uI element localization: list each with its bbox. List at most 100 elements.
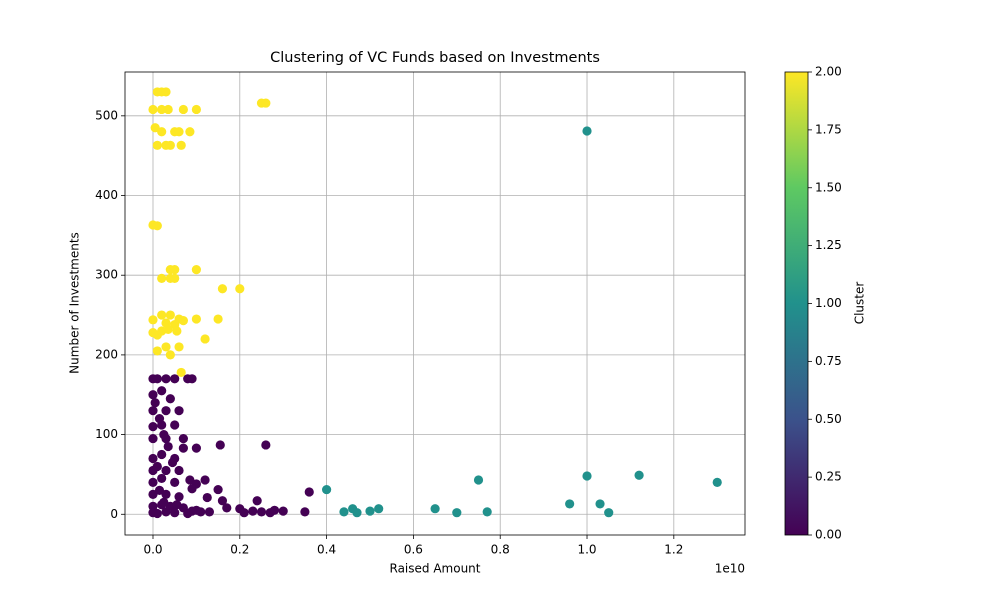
y-tick-label: 500 xyxy=(95,108,118,122)
point xyxy=(187,506,197,516)
point xyxy=(482,507,492,517)
x-axis-label: Raised Amount xyxy=(390,562,481,576)
colorbar-tick-label: 0.50 xyxy=(815,412,842,426)
point xyxy=(178,316,188,326)
x-tick-label: 1.2 xyxy=(664,543,683,557)
point xyxy=(174,406,184,416)
point xyxy=(261,98,271,108)
point xyxy=(148,104,158,115)
point xyxy=(174,465,184,476)
x-tick-label: 0.2 xyxy=(230,543,249,557)
point xyxy=(248,506,258,516)
point xyxy=(159,497,169,507)
point xyxy=(174,127,184,137)
point xyxy=(161,406,171,416)
point xyxy=(191,104,201,115)
point xyxy=(269,505,280,515)
point xyxy=(174,492,184,502)
point xyxy=(217,284,228,294)
point xyxy=(157,127,167,137)
point xyxy=(278,506,288,516)
colorbar-tick-label: 1.25 xyxy=(815,238,842,252)
point xyxy=(157,449,167,460)
point xyxy=(204,507,215,517)
point xyxy=(148,315,158,325)
point xyxy=(154,414,165,424)
point xyxy=(252,496,262,506)
colorbar-tick-label: 1.75 xyxy=(815,122,842,136)
x-tick-label: 1.0 xyxy=(577,543,596,557)
point xyxy=(200,475,210,485)
point xyxy=(148,501,158,511)
point xyxy=(202,492,212,503)
point xyxy=(565,499,575,509)
point xyxy=(152,508,162,519)
point xyxy=(452,508,462,518)
point xyxy=(152,140,162,150)
colorbar-tick-label: 0.75 xyxy=(815,354,842,368)
point xyxy=(167,457,178,468)
point xyxy=(176,140,186,150)
point xyxy=(148,422,158,432)
point xyxy=(191,314,201,324)
point xyxy=(374,504,384,514)
point xyxy=(304,487,314,497)
point xyxy=(191,443,201,453)
point xyxy=(165,140,175,150)
colorbar-tick-label: 0.25 xyxy=(815,470,842,484)
point xyxy=(261,440,271,450)
y-tick-label: 0 xyxy=(110,507,118,521)
point xyxy=(154,485,165,495)
point xyxy=(213,484,223,495)
point xyxy=(161,87,171,97)
point xyxy=(239,508,249,518)
point xyxy=(300,507,310,517)
point xyxy=(170,273,180,283)
point xyxy=(339,507,349,517)
point xyxy=(165,350,175,360)
point xyxy=(157,386,167,396)
point xyxy=(152,221,162,231)
chart-title: Clustering of VC Funds based on Investme… xyxy=(270,50,600,66)
point xyxy=(159,429,169,440)
point xyxy=(191,265,201,275)
point xyxy=(157,273,167,283)
point xyxy=(213,314,223,324)
point xyxy=(174,342,184,352)
point xyxy=(712,477,722,488)
point xyxy=(170,374,180,384)
y-tick-label: 100 xyxy=(95,427,118,441)
point xyxy=(365,506,375,516)
point xyxy=(170,420,180,430)
point xyxy=(163,324,173,334)
y-tick-label: 300 xyxy=(95,268,118,282)
x-tick-label: 0.8 xyxy=(491,543,510,557)
point xyxy=(161,507,171,517)
point xyxy=(176,367,186,378)
point xyxy=(170,477,180,488)
point xyxy=(148,406,158,416)
point xyxy=(172,500,182,510)
point xyxy=(161,342,171,352)
point xyxy=(157,310,167,320)
point xyxy=(178,433,188,444)
point xyxy=(187,374,197,384)
point xyxy=(152,461,162,472)
point xyxy=(473,475,484,485)
point xyxy=(604,508,614,518)
point xyxy=(161,465,171,476)
point xyxy=(165,394,175,404)
point xyxy=(161,374,171,384)
y-tick-label: 400 xyxy=(95,188,118,202)
point xyxy=(170,265,180,275)
point xyxy=(178,443,188,453)
point xyxy=(150,398,160,408)
point xyxy=(170,508,180,518)
y-axis-label: Number of Investments xyxy=(68,232,82,374)
point xyxy=(152,346,162,356)
point xyxy=(582,126,592,136)
point xyxy=(430,504,440,514)
point xyxy=(634,470,644,480)
